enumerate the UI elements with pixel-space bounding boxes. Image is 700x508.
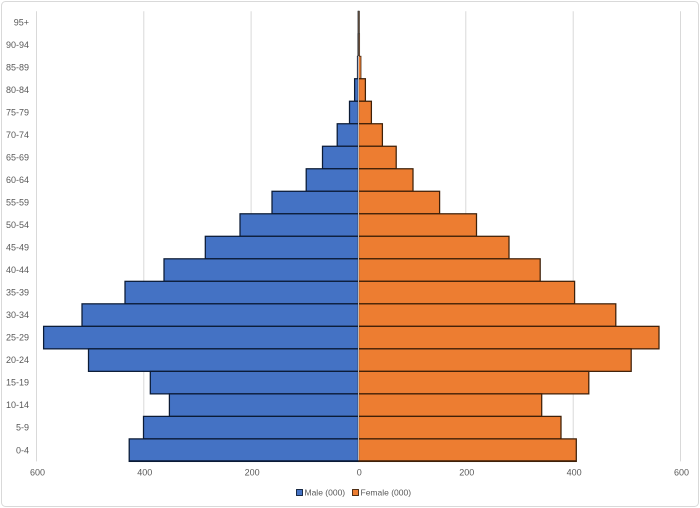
svg-text:0: 0 [357,468,362,478]
svg-text:Male (000): Male (000) [305,488,346,498]
svg-text:600: 600 [30,468,45,478]
svg-text:80-84: 80-84 [6,85,29,95]
svg-text:5-9: 5-9 [16,423,29,433]
svg-text:Female (000): Female (000) [361,488,412,498]
svg-text:85-89: 85-89 [6,63,29,73]
svg-text:200: 200 [245,468,260,478]
svg-text:400: 400 [137,468,152,478]
svg-text:55-59: 55-59 [6,198,29,208]
svg-text:60-64: 60-64 [6,175,29,185]
svg-text:45-49: 45-49 [6,243,29,253]
svg-text:0-4: 0-4 [16,445,29,455]
svg-text:10-14: 10-14 [6,400,29,410]
svg-text:20-24: 20-24 [6,355,29,365]
svg-text:90-94: 90-94 [6,40,29,50]
svg-text:600: 600 [674,468,689,478]
svg-text:50-54: 50-54 [6,220,29,230]
svg-text:40-44: 40-44 [6,265,29,275]
svg-text:15-19: 15-19 [6,378,29,388]
svg-text:35-39: 35-39 [6,288,29,298]
svg-text:200: 200 [459,468,474,478]
svg-text:65-69: 65-69 [6,153,29,163]
svg-text:95+: 95+ [14,18,29,28]
svg-text:400: 400 [567,468,582,478]
svg-text:30-34: 30-34 [6,310,29,320]
svg-text:70-74: 70-74 [6,130,29,140]
svg-text:25-29: 25-29 [6,333,29,343]
svg-text:75-79: 75-79 [6,108,29,118]
